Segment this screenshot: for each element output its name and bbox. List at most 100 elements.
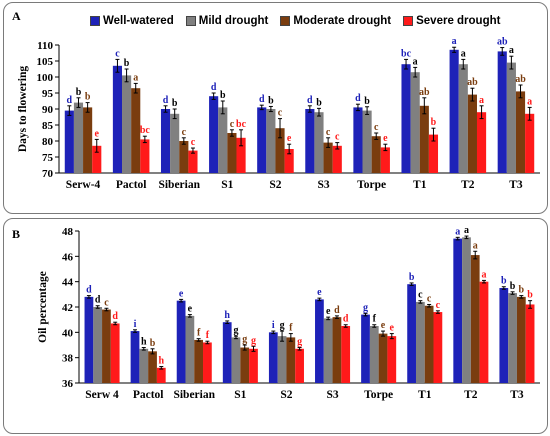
y-tick-label: 40 [62, 327, 74, 339]
y-tick-label: 48 [62, 226, 74, 238]
error-bar [259, 104, 264, 111]
error-bar [239, 129, 244, 147]
error-bar [343, 324, 348, 328]
error-bar [133, 329, 138, 333]
significance-letter: c [230, 119, 235, 130]
x-tick-label: Siberian [173, 389, 215, 401]
error-bar [452, 46, 457, 53]
significance-letter: f [197, 328, 201, 339]
significance-letter: b [124, 58, 130, 69]
error-bar [280, 330, 285, 342]
bar-moderate-drought-t3 [515, 91, 526, 173]
significance-letter: a [479, 95, 484, 106]
x-tick-label: S2 [269, 179, 281, 191]
x-tick-label: Pactol [116, 179, 147, 191]
error-bar [409, 282, 414, 286]
bar-severe-drought-pactol [140, 139, 150, 173]
bar-well-watered-pactol [112, 65, 123, 173]
error-bar [196, 338, 201, 342]
significance-letter: c [418, 290, 423, 301]
bar-mild-drought-pactol [139, 348, 149, 383]
error-bar [141, 347, 146, 351]
x-tick-label: S1 [221, 179, 233, 191]
error-bar [335, 142, 340, 150]
significance-letter: d [343, 314, 349, 325]
significance-letter: b [364, 96, 370, 107]
error-bar [365, 106, 370, 115]
error-bar [181, 137, 186, 145]
significance-letter: e [381, 320, 386, 331]
significance-letter: bc [401, 48, 412, 59]
bar-mild-drought-siberian [170, 113, 180, 173]
bar-well-watered-serw-4 [84, 296, 94, 383]
bar-moderate-drought-s3 [323, 142, 333, 173]
y-tick-label: 75 [42, 152, 54, 164]
bar-moderate-drought-s3 [332, 317, 342, 383]
error-bar [288, 333, 293, 342]
significance-letter: e [326, 306, 331, 317]
significance-letter: a [473, 240, 478, 251]
y-axis-title: Oil percentage [37, 271, 49, 343]
error-bar [422, 97, 427, 115]
significance-letter: d [211, 82, 217, 93]
significance-letter: e [188, 304, 193, 315]
error-bar [528, 300, 533, 309]
error-bar [94, 138, 99, 153]
significance-letter: e [390, 323, 395, 334]
significance-letter: a [413, 56, 418, 67]
error-bar [473, 250, 478, 260]
y-tick-label: 100 [37, 72, 54, 84]
bar-mild-drought-t3 [508, 293, 517, 383]
bar-severe-drought-serw-4 [92, 145, 102, 173]
significance-letter: c [326, 127, 331, 138]
bar-well-watered-s1 [209, 96, 219, 173]
legend-swatch-moderate-drought [280, 16, 291, 26]
bar-severe-drought-s3 [332, 145, 342, 173]
y-tick-label: 36 [62, 378, 74, 390]
x-tick-label: T1 [418, 389, 432, 401]
significance-letter: h [141, 337, 147, 348]
bar-mild-drought-t2 [458, 64, 468, 173]
significance-letter: ab [467, 77, 478, 88]
panel-b: B 36 38 40 42 44 46 48 Oil percentage d d c d Serw 4… [3, 218, 548, 434]
x-tick-label: Serw-4 [66, 179, 101, 191]
bar-mild-drought-serw-4 [73, 102, 84, 173]
error-bar [383, 143, 388, 152]
significance-letter: c [427, 293, 432, 304]
bar-well-watered-torpe [361, 314, 370, 383]
bar-severe-drought-s3 [341, 326, 351, 383]
legend-label-well-watered: Well-watered [103, 15, 174, 27]
panel-a-label: A [12, 9, 21, 23]
bar-severe-drought-pactol [156, 367, 166, 383]
bar-moderate-drought-s2 [275, 128, 285, 173]
significance-letter: e [287, 133, 292, 144]
error-bar [190, 147, 195, 154]
error-bar [404, 58, 409, 70]
significance-letter: a [464, 225, 469, 236]
error-bar [242, 344, 247, 351]
bar-mild-drought-torpe [369, 326, 379, 383]
error-bar [479, 105, 484, 120]
error-bar [519, 295, 524, 299]
bar-mild-drought-pactol [122, 75, 132, 173]
bar-mild-drought-s1 [231, 337, 241, 383]
significance-letter: c [104, 297, 109, 308]
significance-letter: a [452, 36, 457, 47]
bar-severe-drought-s2 [295, 348, 304, 383]
error-bar [431, 127, 436, 142]
error-bar [500, 47, 505, 56]
significance-letter: b [268, 95, 274, 106]
significance-letter: bc [140, 125, 151, 136]
significance-letter: c [115, 48, 120, 59]
bar-severe-drought-t3 [525, 113, 535, 173]
bar-severe-drought-t1 [428, 134, 439, 173]
significance-letter: a [527, 96, 532, 107]
significance-letter: g [280, 320, 285, 331]
error-bar [527, 106, 532, 121]
significance-letter: c [374, 122, 379, 133]
significance-letter: bc [236, 119, 247, 130]
significance-letter: b [510, 281, 516, 292]
significance-letter: b [501, 276, 507, 287]
error-bar [133, 82, 138, 94]
bar-mild-drought-t1 [410, 72, 420, 173]
